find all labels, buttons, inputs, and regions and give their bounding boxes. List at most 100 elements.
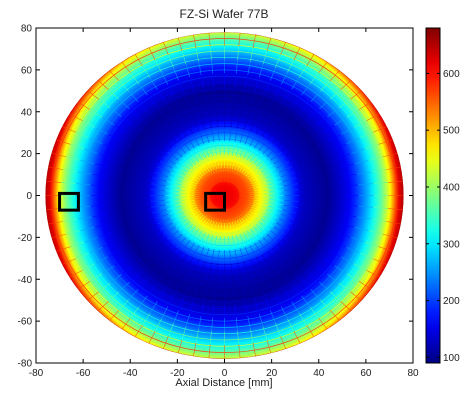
mesh-spoke: [173, 67, 179, 81]
mesh-spoke: [325, 219, 340, 224]
mesh-spoke: [310, 289, 321, 300]
mesh-spoke: [262, 269, 269, 282]
mesh-spoke: [304, 256, 317, 266]
mesh-spoke: [237, 202, 251, 210]
mesh-spoke: [185, 63, 191, 78]
mesh-spoke: [235, 317, 238, 332]
mesh-spoke: [243, 116, 248, 130]
mesh-spoke: [65, 230, 81, 235]
mesh-spoke: [297, 140, 311, 149]
mesh-spoke: [354, 159, 369, 165]
mesh-spoke: [247, 103, 252, 117]
mesh-spoke: [212, 73, 215, 88]
mesh-spoke: [175, 218, 188, 227]
mesh-spoke: [70, 241, 85, 247]
mesh-spoke: [160, 137, 172, 148]
mesh-spoke: [253, 202, 268, 207]
mesh-spoke: [75, 131, 90, 139]
mesh-spoke: [364, 144, 379, 150]
mesh-spoke: [193, 90, 198, 104]
mesh-spoke: [309, 306, 319, 319]
mesh-spoke: [258, 139, 268, 152]
mesh-spoke: [147, 94, 157, 107]
mesh-spoke: [156, 166, 171, 173]
mesh-spoke: [251, 287, 256, 301]
mesh-spoke: [154, 318, 162, 332]
mesh-spoke: [228, 236, 231, 250]
mesh-spoke: [336, 232, 351, 238]
mesh-spoke: [186, 242, 195, 255]
mesh-spoke: [116, 149, 130, 156]
mesh-spoke: [298, 65, 307, 78]
mesh-spoke: [135, 201, 151, 203]
mesh-spoke: [229, 155, 233, 169]
mesh-spoke: [126, 162, 141, 168]
mesh-spoke: [277, 243, 289, 254]
mesh-spoke: [270, 67, 276, 81]
mesh-spoke: [332, 241, 347, 248]
mesh-spoke: [319, 149, 333, 156]
mesh-spoke: [287, 127, 299, 138]
mesh-spoke: [231, 171, 240, 184]
mesh-spoke: [266, 176, 281, 182]
mesh-spoke: [242, 289, 246, 303]
mesh-spoke: [338, 282, 351, 292]
mesh-spoke: [353, 263, 367, 271]
mesh-spoke: [283, 204, 299, 208]
x-tick-label: 0: [222, 368, 228, 379]
mesh-spoke: [293, 331, 301, 344]
mesh-spoke: [170, 172, 185, 179]
mesh-spoke: [373, 126, 387, 133]
mesh-spoke: [168, 54, 174, 68]
mesh-spoke: [342, 173, 357, 177]
mesh-spoke: [253, 226, 264, 238]
mesh-spoke: [270, 230, 282, 240]
mesh-spoke: [166, 132, 177, 144]
mesh-spoke: [216, 114, 219, 128]
mesh-spoke: [284, 273, 294, 285]
mesh-spoke: [118, 299, 129, 311]
mesh-spoke: [308, 108, 320, 119]
y-tick-label: -20: [18, 233, 33, 244]
mesh-spoke: [77, 171, 93, 175]
mesh-spoke: [162, 336, 169, 350]
mesh-spoke: [287, 253, 299, 264]
mesh-spoke: [173, 96, 181, 110]
mesh-spoke: [147, 111, 158, 123]
mesh-spoke: [264, 212, 279, 219]
mesh-spoke: [167, 151, 179, 161]
mesh-spoke: [258, 313, 264, 328]
mesh-spoke: [164, 101, 173, 114]
mesh-spoke: [310, 91, 321, 102]
mesh-spoke: [198, 61, 202, 75]
mesh-spoke: [231, 155, 237, 170]
mesh-spoke: [148, 47, 156, 60]
mesh-spoke: [373, 258, 387, 265]
mesh-spoke: [144, 134, 157, 144]
mesh-spoke: [283, 189, 299, 192]
mesh-spoke: [291, 77, 300, 90]
mesh-spoke: [236, 158, 244, 171]
mesh-spoke: [226, 168, 230, 183]
mesh-spoke: [209, 171, 218, 184]
mesh-spoke: [287, 59, 295, 73]
mesh-spoke: [155, 273, 165, 285]
mesh-spoke: [239, 218, 248, 232]
mesh-spoke: [159, 222, 173, 230]
mesh-spoke: [152, 209, 167, 214]
mesh-spoke: [322, 124, 335, 134]
mesh-spoke: [239, 190, 254, 194]
mesh-spoke: [208, 157, 215, 171]
mesh-spoke: [238, 198, 254, 203]
mesh-spoke: [208, 115, 212, 129]
mesh-spoke: [292, 223, 306, 231]
mesh-spoke: [136, 181, 152, 184]
y-tick-label: -60: [18, 317, 33, 328]
mesh-spoke: [280, 171, 295, 178]
mesh-spoke: [183, 206, 198, 214]
mesh-spoke: [291, 301, 300, 314]
mesh-spoke: [204, 129, 210, 144]
mesh-spoke: [319, 281, 331, 292]
mesh-spoke: [139, 118, 151, 129]
